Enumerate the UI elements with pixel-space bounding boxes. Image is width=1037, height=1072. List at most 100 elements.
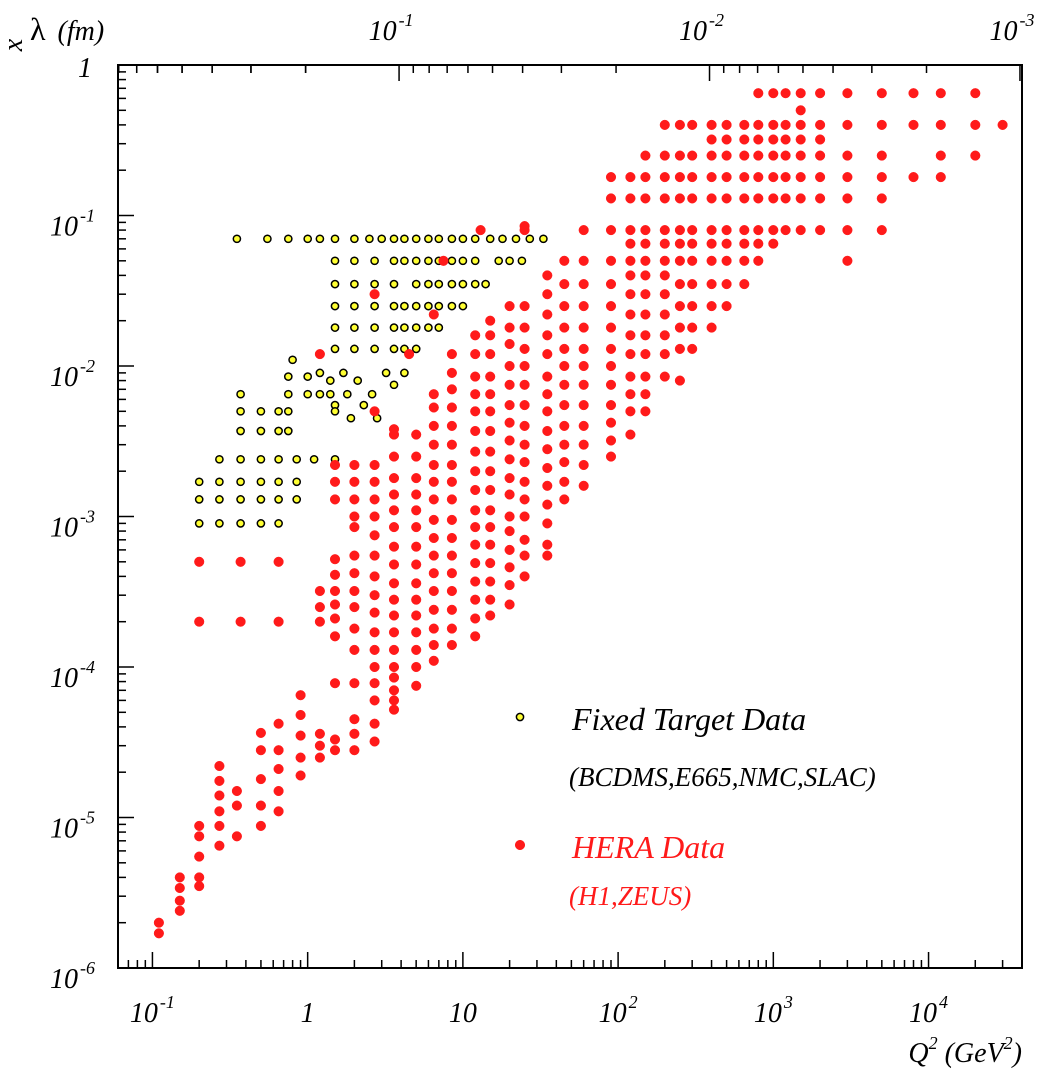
data-point xyxy=(578,301,589,312)
data-point xyxy=(446,459,457,471)
data-point xyxy=(273,616,284,627)
data-point xyxy=(739,172,750,183)
data-point xyxy=(470,371,481,382)
data-point xyxy=(753,193,764,204)
data-point xyxy=(446,532,457,544)
data-point xyxy=(446,349,457,360)
data-point xyxy=(365,234,374,244)
data-point xyxy=(485,389,496,400)
data-point xyxy=(578,343,589,354)
data-point xyxy=(274,519,283,528)
data-point xyxy=(428,568,439,579)
data-point xyxy=(542,389,553,400)
data-point xyxy=(330,301,340,311)
data-point xyxy=(559,494,570,505)
data-point xyxy=(288,355,297,365)
data-point xyxy=(349,728,360,739)
y-tick-label: 10 -2 xyxy=(50,356,95,393)
data-point xyxy=(559,301,570,312)
data-point xyxy=(369,530,380,541)
data-point xyxy=(232,234,242,244)
data-point xyxy=(330,323,340,332)
data-point xyxy=(329,494,341,505)
data-point xyxy=(504,360,515,372)
data-point xyxy=(274,406,283,416)
data-point xyxy=(815,119,826,130)
data-point xyxy=(559,255,570,266)
data-point xyxy=(330,234,340,244)
data-point xyxy=(273,763,284,775)
data-point xyxy=(485,610,496,621)
data-point xyxy=(542,539,553,550)
data-point xyxy=(640,255,651,266)
data-point xyxy=(519,571,530,582)
data-point xyxy=(470,613,481,624)
data-point xyxy=(498,234,507,244)
data-point xyxy=(388,661,400,673)
data-point xyxy=(274,495,283,504)
data-point xyxy=(446,384,457,395)
data-point xyxy=(780,193,791,204)
data-point xyxy=(215,454,224,464)
data-point xyxy=(504,562,515,573)
data-point xyxy=(349,550,360,561)
data-point xyxy=(485,371,496,382)
data-point xyxy=(339,368,348,378)
data-point xyxy=(640,371,651,382)
data-point xyxy=(605,193,617,204)
data-point xyxy=(214,806,225,817)
data-point xyxy=(519,494,530,505)
legend: Fixed Target Data (BCDMS,E665,NMC,SLAC) HE… xyxy=(514,701,876,911)
data-point xyxy=(519,420,530,431)
data-point xyxy=(256,454,266,464)
data-point xyxy=(640,406,651,417)
data-point xyxy=(329,734,341,745)
data-point xyxy=(470,539,481,550)
data-point xyxy=(517,256,527,266)
data-point xyxy=(388,505,400,516)
x-tick-label: 10 xyxy=(449,998,477,1029)
data-point xyxy=(428,585,439,597)
data-point xyxy=(411,644,422,655)
data-point xyxy=(625,193,636,204)
data-point xyxy=(369,736,380,747)
data-point xyxy=(400,323,409,332)
data-point xyxy=(274,454,283,464)
data-point xyxy=(659,193,670,204)
data-point xyxy=(659,225,670,236)
data-point xyxy=(908,172,919,183)
data-point xyxy=(542,518,553,529)
data-point xyxy=(494,256,504,266)
data-point xyxy=(687,255,698,266)
data-point xyxy=(674,119,685,130)
data-point xyxy=(458,256,468,266)
data-point xyxy=(706,322,717,333)
data-point xyxy=(349,585,360,597)
data-point xyxy=(446,604,457,615)
data-point xyxy=(447,301,457,311)
data-point xyxy=(706,150,717,161)
data-point xyxy=(428,459,439,471)
data-point xyxy=(263,234,272,244)
data-point xyxy=(640,270,651,281)
data-point xyxy=(283,234,293,244)
data-point xyxy=(674,193,685,204)
data-point xyxy=(605,451,617,462)
data-point xyxy=(542,462,553,474)
data-point xyxy=(542,330,553,341)
data-point xyxy=(795,193,806,204)
data-point xyxy=(350,234,359,244)
y-tick-label: 10 -5 xyxy=(50,808,95,845)
axis-titles: Q2 (GeV2) x λ (fm) xyxy=(0,11,1022,1069)
data-point xyxy=(411,610,422,621)
data-point xyxy=(214,840,225,851)
data-point xyxy=(411,256,421,266)
data-point xyxy=(411,279,421,289)
data-point xyxy=(640,349,651,360)
data-point xyxy=(349,623,360,634)
data-point xyxy=(504,417,515,428)
data-point xyxy=(559,400,570,411)
data-point xyxy=(721,193,732,204)
data-point xyxy=(640,238,651,249)
